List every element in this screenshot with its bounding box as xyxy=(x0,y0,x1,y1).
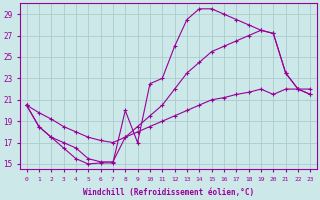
X-axis label: Windchill (Refroidissement éolien,°C): Windchill (Refroidissement éolien,°C) xyxy=(83,188,254,197)
